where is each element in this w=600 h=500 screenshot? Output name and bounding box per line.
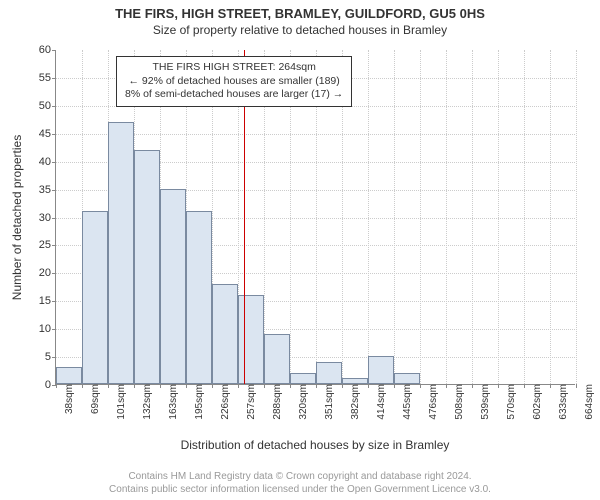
footer-attribution: Contains HM Land Registry data © Crown c… [0, 471, 600, 496]
x-tick-label: 414sqm [372, 384, 387, 420]
y-tick-label: 15 [21, 295, 51, 307]
x-tick-label: 476sqm [424, 384, 439, 420]
x-tick-mark [550, 384, 551, 388]
x-tick-label: 132sqm [138, 384, 153, 420]
histogram-bar [264, 334, 290, 384]
y-tick-label: 40 [21, 156, 51, 168]
y-tick-label: 45 [21, 128, 51, 140]
x-tick-label: 445sqm [398, 384, 413, 420]
x-tick-mark [342, 384, 343, 388]
x-tick-label: 602sqm [528, 384, 543, 420]
x-tick-label: 38sqm [60, 384, 75, 414]
x-tick-label: 508sqm [450, 384, 465, 420]
histogram-bar [82, 211, 108, 384]
footer-line-2: Contains public sector information licen… [0, 484, 600, 497]
x-tick-mark [420, 384, 421, 388]
x-tick-label: 633sqm [554, 384, 569, 420]
callout-line-2: ← 92% of detached houses are smaller (18… [125, 75, 343, 89]
x-tick-label: 101sqm [112, 384, 127, 420]
x-tick-mark [394, 384, 395, 388]
x-tick-mark [316, 384, 317, 388]
x-tick-label: 351sqm [320, 384, 335, 420]
y-tick-label: 30 [21, 212, 51, 224]
x-tick-mark [82, 384, 83, 388]
callout-line-1: THE FIRS HIGH STREET: 264sqm [125, 61, 343, 75]
histogram-bar [160, 189, 186, 384]
y-tick-label: 5 [21, 351, 51, 363]
chart-title-main: THE FIRS, HIGH STREET, BRAMLEY, GUILDFOR… [0, 0, 600, 21]
chart-title-sub: Size of property relative to detached ho… [0, 21, 600, 37]
y-tick-label: 20 [21, 267, 51, 279]
x-tick-label: 226sqm [216, 384, 231, 420]
x-tick-mark [238, 384, 239, 388]
y-tick-label: 60 [21, 44, 51, 56]
x-tick-label: 539sqm [476, 384, 491, 420]
x-axis-title: Distribution of detached houses by size … [55, 438, 575, 452]
x-tick-label: 664sqm [580, 384, 595, 420]
x-tick-mark [472, 384, 473, 388]
y-tick-label: 50 [21, 100, 51, 112]
x-tick-label: 288sqm [268, 384, 283, 420]
histogram-bar [394, 373, 420, 384]
histogram-bar [134, 150, 160, 385]
histogram-bar [238, 295, 264, 384]
histogram-bar [212, 284, 238, 385]
y-tick-label: 55 [21, 72, 51, 84]
histogram-bar [108, 122, 134, 384]
x-tick-mark [134, 384, 135, 388]
histogram-bar [290, 373, 316, 384]
x-tick-mark [576, 384, 577, 388]
x-tick-mark [160, 384, 161, 388]
x-tick-mark [56, 384, 57, 388]
x-tick-mark [108, 384, 109, 388]
x-tick-label: 382sqm [346, 384, 361, 420]
x-tick-mark [290, 384, 291, 388]
y-tick-label: 0 [21, 379, 51, 391]
x-tick-label: 320sqm [294, 384, 309, 420]
x-tick-mark [446, 384, 447, 388]
x-tick-label: 163sqm [164, 384, 179, 420]
x-tick-label: 195sqm [190, 384, 205, 420]
histogram-bar [368, 356, 394, 384]
x-tick-mark [524, 384, 525, 388]
x-tick-label: 570sqm [502, 384, 517, 420]
y-tick-label: 10 [21, 323, 51, 335]
histogram-bar [342, 378, 368, 384]
gridline-v [576, 50, 577, 384]
callout-box: THE FIRS HIGH STREET: 264sqm← 92% of det… [116, 56, 352, 107]
callout-line-3: 8% of semi-detached houses are larger (1… [125, 88, 343, 102]
y-tick-label: 25 [21, 239, 51, 251]
y-tick-label: 35 [21, 184, 51, 196]
histogram-bar [186, 211, 212, 384]
x-tick-mark [498, 384, 499, 388]
footer-line-1: Contains HM Land Registry data © Crown c… [0, 471, 600, 484]
histogram-bar [316, 362, 342, 384]
x-tick-mark [264, 384, 265, 388]
x-tick-mark [212, 384, 213, 388]
x-tick-label: 69sqm [86, 384, 101, 414]
x-tick-mark [368, 384, 369, 388]
histogram-bar [56, 367, 82, 384]
x-tick-mark [186, 384, 187, 388]
x-tick-label: 257sqm [242, 384, 257, 420]
plot-area: 05101520253035404550556038sqm69sqm101sqm… [55, 50, 575, 385]
